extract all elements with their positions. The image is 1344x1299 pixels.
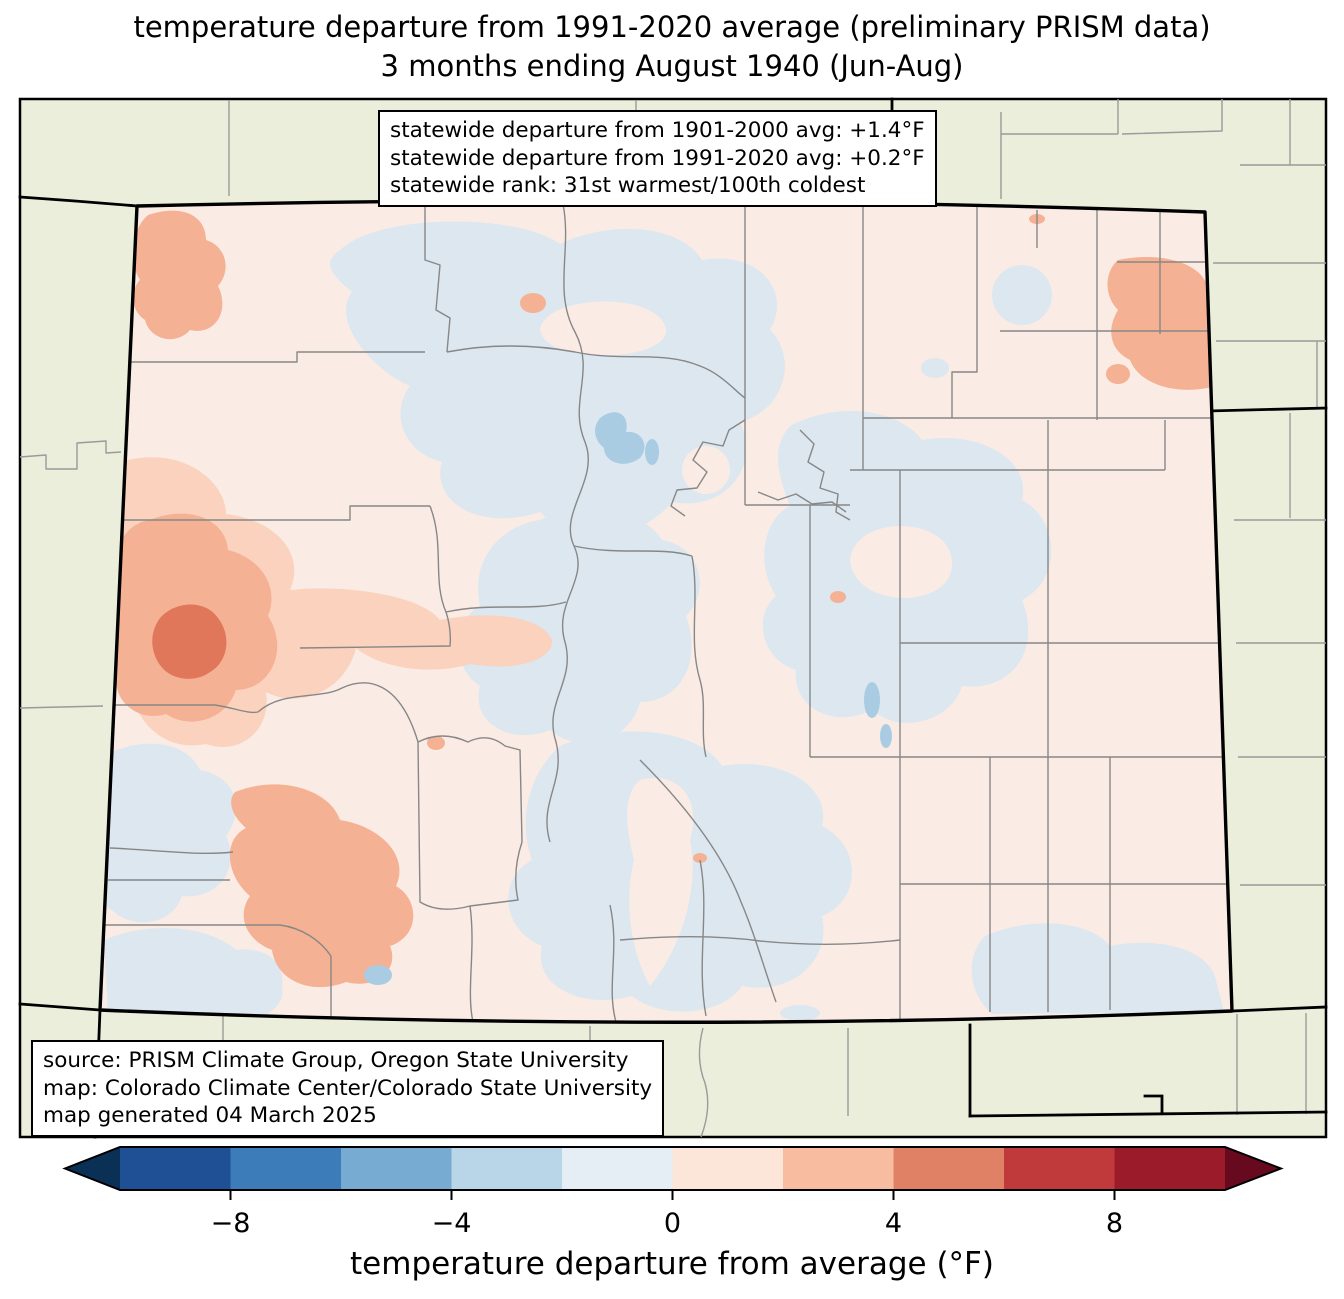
stats-line-1: statewide departure from 1901-2000 avg: …	[390, 118, 925, 143]
colorbar-segment	[562, 1147, 674, 1190]
colorbar	[62, 1146, 1284, 1200]
colorbar-tick-label: 0	[663, 1208, 682, 1239]
colorbar-axis-label: temperature departure from average (°F)	[350, 1246, 994, 1282]
colorbar-right-arrow	[1225, 1147, 1281, 1190]
source-box: source: PRISM Climate Group, Oregon Stat…	[31, 1040, 665, 1137]
source-line-1: source: PRISM Climate Group, Oregon Stat…	[43, 1048, 629, 1073]
colorbar-segment	[893, 1147, 1005, 1190]
colorbar-segment	[451, 1147, 563, 1190]
colorbar-segment	[120, 1147, 232, 1190]
title-line-2: 3 months ending August 1940 (Jun-Aug)	[380, 49, 964, 83]
colorbar-segment	[672, 1147, 784, 1190]
colorbar-left-arrow	[65, 1147, 120, 1190]
stats-line-3: statewide rank: 31st warmest/100th colde…	[390, 173, 866, 198]
source-line-2: map: Colorado Climate Center/Colorado St…	[43, 1075, 653, 1101]
colorbar-outline	[62, 1146, 1284, 1191]
colorbar-tick-label: −8	[210, 1208, 251, 1239]
anomaly-patches	[100, 210, 1224, 1021]
county-lines	[103, 203, 1232, 1023]
stats-line-2: statewide departure from 1991-2020 avg: …	[390, 145, 925, 171]
colorbar-tick-label: 4	[884, 1208, 903, 1239]
colorbar-segment	[230, 1147, 342, 1190]
colorbar-segment	[1004, 1147, 1116, 1190]
source-line-3: map generated 04 March 2025	[43, 1103, 377, 1128]
colorbar-segment	[341, 1147, 453, 1190]
colorbar-segment	[1114, 1147, 1226, 1190]
page-title: temperature departure from 1991-2020 ave…	[0, 8, 1344, 86]
neighbor-state-borders	[18, 97, 1328, 1139]
colorbar-tick-label: 8	[1105, 1208, 1124, 1239]
title-line-1: temperature departure from 1991-2020 ave…	[133, 10, 1211, 44]
colorbar-segments	[65, 1147, 1281, 1190]
colorbar-segment	[783, 1147, 895, 1190]
colorbar-tick-label: −4	[431, 1208, 472, 1239]
colorbar-ticks	[229, 1190, 1116, 1200]
stats-box: statewide departure from 1901-2000 avg: …	[378, 110, 937, 207]
